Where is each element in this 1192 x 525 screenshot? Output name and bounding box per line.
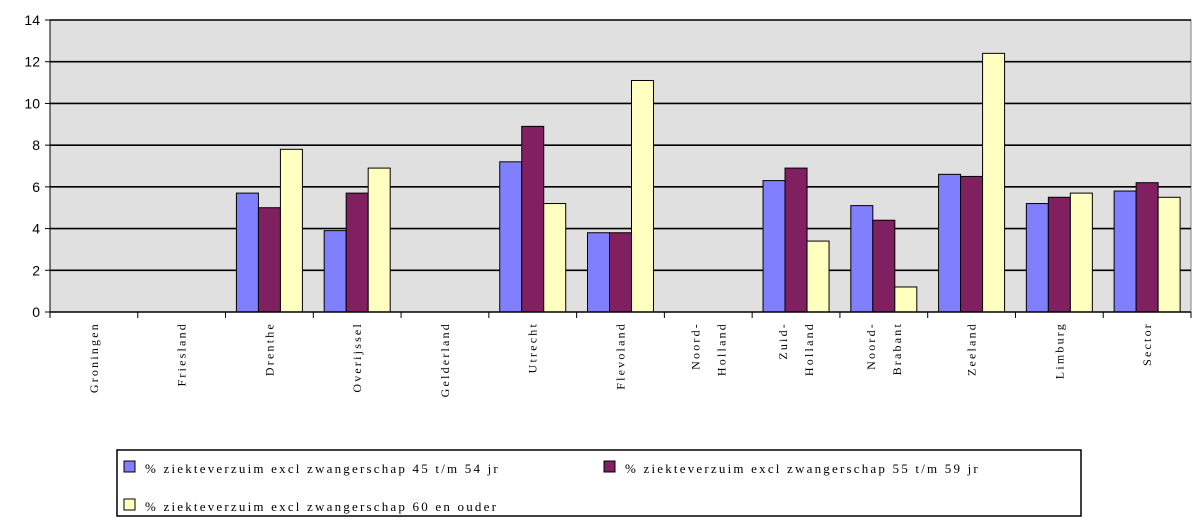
x-tick-label: Zuid- bbox=[776, 322, 790, 360]
legend-label: % ziekteverzuim excl zwangerschap 55 t/m… bbox=[625, 461, 980, 476]
y-tick-label: 6 bbox=[32, 179, 40, 195]
x-tick-label: Sector bbox=[1140, 322, 1154, 366]
bar-6-1 bbox=[609, 232, 632, 313]
bar-9-1 bbox=[872, 219, 896, 313]
bar-11-0 bbox=[1025, 203, 1049, 313]
bar-12-2 bbox=[1157, 196, 1181, 313]
y-tick-labels: 0 2 4 6 8 10 12 14 bbox=[24, 12, 40, 320]
x-tick-label: Holland bbox=[714, 322, 728, 376]
x-tick-label: Limburg bbox=[1052, 322, 1066, 379]
y-tick-label: 4 bbox=[32, 221, 40, 237]
x-tick-label: Drenthe bbox=[262, 322, 276, 376]
legend-swatch bbox=[123, 460, 136, 473]
x-tick-label: Overijssel bbox=[350, 322, 364, 393]
bar-6-0 bbox=[587, 232, 610, 313]
y-tick-label: 12 bbox=[24, 54, 40, 70]
bar-5-0 bbox=[499, 161, 523, 313]
bar-12-0 bbox=[1113, 190, 1137, 313]
y-tick-label: 2 bbox=[32, 262, 40, 278]
x-tick-labels: Groningen Friesland Drenthe Overijssel Gelde… bbox=[87, 322, 1154, 397]
y-tick-label: 0 bbox=[32, 304, 40, 320]
x-tick-label: Noord- bbox=[864, 322, 878, 370]
bar-2-1 bbox=[257, 207, 281, 313]
y-tick-label: 14 bbox=[24, 12, 40, 28]
bar-3-0 bbox=[323, 230, 347, 313]
bar-11-2 bbox=[1069, 192, 1093, 313]
legend: % ziekteverzuim excl zwangerschap 45 t/m… bbox=[116, 449, 1082, 517]
legend-label: % ziekteverzuim excl zwangerschap 45 t/m… bbox=[145, 461, 500, 476]
bar-10-1 bbox=[960, 175, 984, 313]
bar-5-1 bbox=[521, 125, 545, 313]
bar-2-2 bbox=[279, 148, 303, 313]
bar-2-0 bbox=[235, 192, 259, 313]
bar-10-2 bbox=[982, 52, 1006, 313]
bar-5-2 bbox=[543, 203, 567, 313]
bar-10-0 bbox=[938, 173, 962, 313]
bar-3-2 bbox=[367, 167, 391, 313]
legend-swatch bbox=[123, 498, 136, 511]
x-tick-label: Zeeland bbox=[965, 322, 979, 376]
y-tick-label: 8 bbox=[32, 137, 40, 153]
x-tick-label: Brabant bbox=[890, 322, 904, 375]
bar-8-1 bbox=[784, 167, 808, 313]
bars bbox=[235, 52, 1181, 313]
bar-3-1 bbox=[345, 192, 369, 313]
legend-label: % ziekteverzuim excl zwangerschap 60 en … bbox=[145, 499, 498, 514]
legend-swatch bbox=[603, 460, 616, 473]
x-tick-label: Gelderland bbox=[438, 322, 452, 397]
bar-8-2 bbox=[806, 240, 830, 313]
x-tick-label: Groningen bbox=[87, 322, 101, 393]
y-tick-label: 10 bbox=[24, 95, 40, 111]
bar-8-0 bbox=[762, 180, 786, 313]
x-tick-label: Flevoland bbox=[614, 322, 628, 390]
x-tick-label: Holland bbox=[802, 322, 816, 376]
bar-6-2 bbox=[631, 79, 654, 313]
bar-9-2 bbox=[894, 286, 918, 313]
bar-12-1 bbox=[1135, 182, 1159, 313]
x-tick-label: Friesland bbox=[175, 322, 189, 386]
bar-9-0 bbox=[850, 205, 874, 313]
legend-box bbox=[116, 449, 1082, 517]
bar-11-1 bbox=[1047, 196, 1071, 313]
x-tick-label: Utrecht bbox=[526, 322, 540, 373]
axes bbox=[49, 20, 1192, 318]
x-tick-label: Noord- bbox=[688, 322, 702, 370]
